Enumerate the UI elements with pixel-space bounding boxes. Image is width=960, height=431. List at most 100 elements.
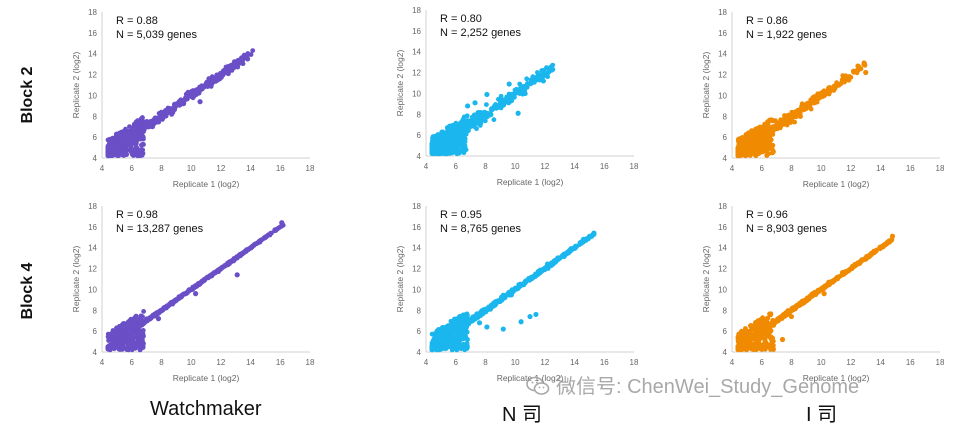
data-point	[792, 109, 798, 115]
data-point	[508, 93, 514, 98]
data-point	[128, 344, 133, 350]
y-tick-label: 12	[88, 71, 97, 80]
data-point	[476, 320, 483, 326]
data-point	[197, 99, 203, 105]
data-point	[528, 77, 534, 83]
data-point	[114, 131, 120, 137]
y-tick-label: 14	[718, 50, 727, 59]
data-point	[577, 242, 582, 248]
data-point	[430, 134, 436, 140]
data-point	[782, 113, 787, 118]
y-tick-label: 16	[412, 223, 421, 232]
x-tick-label: 12	[846, 358, 855, 367]
data-point	[469, 119, 475, 124]
gene-count-label: N = 13,287 genes	[116, 223, 204, 235]
data-point	[767, 126, 772, 132]
correlation-label: R = 0.86	[746, 15, 788, 27]
x-tick-label: 14	[246, 358, 255, 367]
x-tick-label: 10	[187, 358, 196, 367]
data-point	[784, 122, 790, 128]
data-point	[134, 318, 139, 323]
data-point	[112, 336, 118, 341]
data-point	[855, 63, 861, 69]
data-point	[736, 148, 742, 154]
data-point	[475, 110, 481, 116]
data-point	[431, 143, 437, 149]
data-point	[541, 67, 547, 73]
data-point	[524, 84, 530, 90]
data-point	[451, 141, 457, 146]
data-point	[545, 74, 550, 80]
data-point	[245, 56, 251, 62]
data-point	[272, 228, 277, 234]
y-tick-label: 6	[723, 133, 728, 142]
data-point	[122, 323, 128, 328]
data-point	[462, 321, 468, 327]
data-point	[276, 225, 281, 231]
data-point	[447, 124, 453, 130]
scatter-panel-block4-watchmaker: 4 6 8 10 12 14 16 18 4 6 8 10 12 14 16 18 Replicate 1 (l…	[68, 200, 318, 390]
data-point	[493, 299, 499, 305]
data-point	[149, 124, 155, 129]
data-point	[156, 117, 162, 123]
data-point	[200, 85, 205, 91]
y-axis-title: Replicate 2 (log2)	[395, 246, 405, 313]
data-point	[459, 329, 465, 335]
y-axis-title: Replicate 2 (log2)	[701, 246, 711, 313]
data-point	[842, 75, 848, 81]
y-tick-label: 14	[412, 48, 421, 57]
y-axis-title: Replicate 2 (log2)	[71, 246, 81, 313]
x-tick-label: 8	[483, 162, 488, 171]
y-tick-label: 10	[718, 91, 727, 100]
gene-count-label: N = 1,922 genes	[746, 29, 828, 41]
scatter-panel-block2-n: 4 6 8 10 12 14 16 18 4 6 8 10 12 14 16 18 Replicate 1 (l…	[392, 4, 642, 194]
data-point	[456, 121, 462, 127]
data-point	[194, 87, 200, 93]
data-point	[114, 143, 119, 149]
data-point	[132, 141, 138, 147]
data-point	[555, 257, 561, 262]
data-point	[472, 313, 478, 319]
data-point	[450, 345, 456, 350]
data-point	[460, 312, 466, 318]
data-point	[472, 100, 478, 106]
data-point	[167, 301, 173, 307]
data-point	[749, 134, 755, 140]
data-point	[131, 148, 137, 153]
data-point	[139, 134, 145, 140]
x-tick-label: 18	[306, 164, 315, 173]
data-point	[816, 96, 821, 102]
y-tick-label: 12	[412, 69, 421, 78]
x-tick-label: 10	[187, 164, 196, 173]
data-point	[110, 147, 116, 153]
data-point	[440, 337, 446, 342]
y-tick-label: 4	[93, 348, 98, 357]
data-point	[484, 102, 489, 107]
data-point	[106, 148, 112, 153]
data-point	[756, 138, 761, 144]
x-tick-label: 10	[511, 358, 520, 367]
data-point	[206, 76, 212, 82]
data-point	[493, 105, 499, 111]
x-axis-title: Replicate 1 (log2)	[173, 373, 240, 383]
data-point	[514, 87, 519, 93]
data-point	[131, 321, 137, 327]
data-point	[465, 336, 470, 342]
data-point	[431, 139, 436, 144]
data-point	[811, 100, 817, 106]
correlation-label: R = 0.80	[440, 13, 482, 25]
x-tick-label: 12	[540, 162, 549, 171]
data-point	[185, 89, 191, 95]
data-point	[161, 114, 167, 120]
data-point	[114, 149, 120, 155]
y-tick-label: 12	[718, 265, 727, 274]
data-point	[237, 253, 242, 259]
data-point	[262, 235, 268, 241]
data-point	[208, 84, 214, 89]
y-tick-label: 14	[718, 244, 727, 253]
x-tick-label: 8	[789, 358, 794, 367]
x-tick-label: 4	[100, 164, 105, 173]
y-tick-label: 6	[93, 327, 98, 336]
y-tick-label: 8	[417, 306, 422, 315]
data-point	[197, 280, 203, 286]
